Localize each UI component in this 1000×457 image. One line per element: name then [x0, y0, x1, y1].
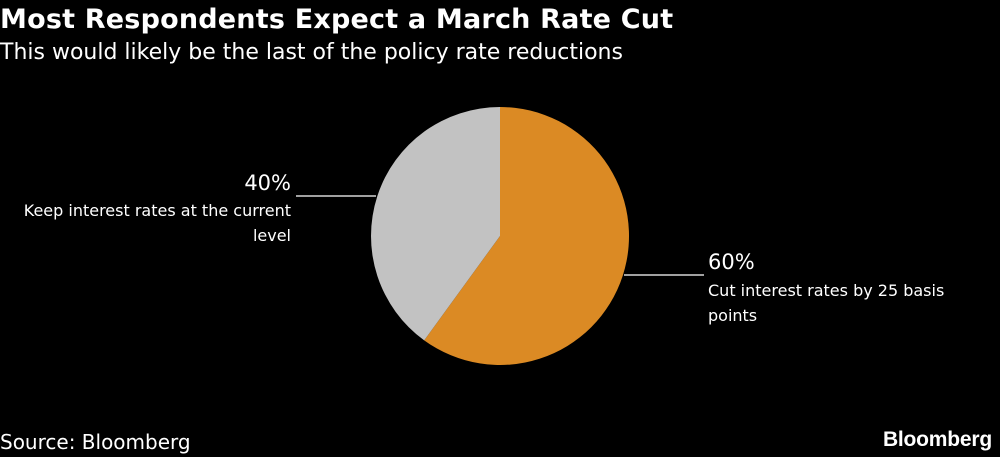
- slice-label-keep-rates-line-1: Keep interest rates at the current: [24, 201, 291, 220]
- value-label-cut-rates: 60%: [708, 250, 755, 274]
- chart-title: Most Respondents Expect a March Rate Cut: [0, 4, 674, 35]
- pie-slice-cut-rates: [424, 107, 630, 365]
- pie-slice-keep-rates: [371, 107, 500, 341]
- chart-subtitle: This would likely be the last of the pol…: [0, 40, 623, 65]
- source-note: Source: Bloomberg: [0, 430, 191, 454]
- slice-label-cut-rates-line-2: points: [708, 306, 757, 325]
- slice-label-keep-rates-line-2: level: [253, 226, 291, 245]
- bloomberg-logo: Bloomberg: [882, 428, 992, 451]
- value-label-keep-rates: 40%: [244, 171, 291, 195]
- slice-label-cut-rates-line-1: Cut interest rates by 25 basis: [708, 281, 944, 300]
